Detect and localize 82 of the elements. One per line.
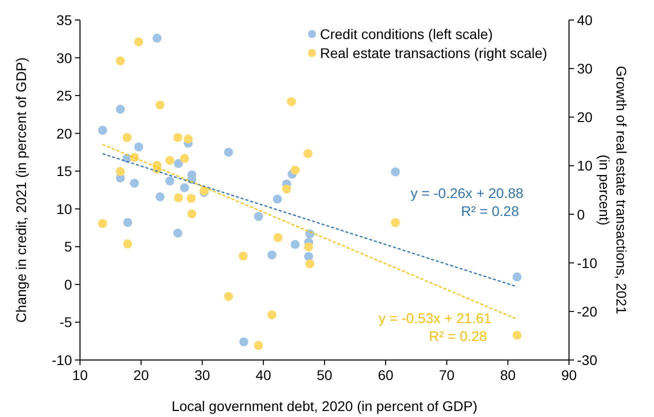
x-axis-title: Local government debt, 2020 (in percent of GDP) [172, 398, 478, 414]
point [165, 156, 174, 165]
point [116, 56, 125, 66]
point [187, 209, 196, 218]
annotation: y = -0.26x + 20.88 [410, 185, 524, 201]
y2-tick-label: 20 [577, 109, 593, 126]
y2-tick-label: -20 [577, 303, 598, 320]
point [130, 178, 139, 188]
y2-tick-label: 40 [577, 12, 593, 28]
point [123, 218, 132, 227]
annotation: R² = 0.28 [429, 328, 488, 344]
point [512, 272, 522, 282]
x-tick-label: 50 [316, 367, 332, 383]
point [512, 330, 522, 340]
y-tick-label: 35 [56, 12, 72, 28]
y-tick-label: 0 [64, 276, 72, 292]
annotation: y = -0.53x + 21.61 [378, 310, 492, 326]
x-tick-label: 30 [194, 367, 210, 383]
point [254, 340, 263, 350]
legend-label: Credit conditions (left scale) [320, 26, 493, 42]
point [254, 212, 263, 221]
point [304, 252, 314, 261]
point [98, 126, 108, 135]
y-tick-label: 20 [56, 125, 72, 142]
legend-label: Real estate transactions (right scale) [320, 45, 548, 61]
y2-tick-label: 10 [577, 158, 593, 174]
point [173, 228, 182, 238]
point [184, 134, 193, 144]
x-tick-label: 90 [561, 367, 577, 383]
x-tick-label: 60 [378, 367, 394, 383]
point [116, 104, 125, 114]
point [274, 233, 283, 242]
y-tick-label: 10 [56, 200, 72, 217]
point [224, 292, 234, 301]
x-tick-label: 20 [133, 367, 150, 383]
point [116, 167, 125, 176]
y-tick-label: -10 [52, 352, 72, 368]
y2-tick-label: 0 [577, 206, 585, 222]
y-axis-title: Change in credit, 2021 (in percent of GDP) [13, 57, 29, 323]
point [123, 239, 132, 248]
point [173, 133, 182, 142]
y2-tick-label: 30 [577, 60, 593, 77]
point [134, 142, 144, 152]
point [267, 250, 276, 260]
point [156, 192, 165, 202]
point [390, 218, 400, 228]
point [152, 34, 162, 43]
point [156, 100, 165, 110]
y-tick-label: 5 [64, 238, 72, 255]
point [174, 193, 183, 202]
y2-tick-label: -30 [577, 352, 598, 368]
point [303, 149, 312, 158]
x-tick-label: 80 [500, 367, 516, 383]
point [238, 252, 248, 261]
y2-axis-title: Growth of real estate transactions, 2021 (in percent) [596, 66, 630, 314]
point [290, 166, 300, 175]
point [180, 183, 190, 192]
point [282, 184, 292, 194]
point [180, 154, 190, 163]
y-tick-label: -5 [60, 314, 72, 330]
point [390, 167, 400, 176]
y-tick-label: 25 [56, 88, 72, 104]
x-tick-label: 40 [256, 367, 272, 383]
point [304, 242, 314, 252]
y-tick-label: 15 [56, 163, 72, 180]
point [290, 240, 300, 249]
point [305, 259, 314, 268]
y2-tick-label: -10 [577, 254, 598, 271]
point [134, 37, 144, 46]
y-tick-label: 30 [56, 50, 72, 66]
point [186, 194, 196, 203]
point [122, 133, 132, 142]
point [165, 176, 174, 186]
point [239, 337, 248, 346]
x-tick-label: 70 [438, 367, 455, 383]
point [98, 219, 108, 228]
point [272, 194, 282, 204]
point [286, 97, 296, 106]
point [224, 148, 234, 157]
point [174, 159, 183, 168]
point [267, 310, 276, 320]
annotation: R² = 0.28 [461, 203, 520, 219]
